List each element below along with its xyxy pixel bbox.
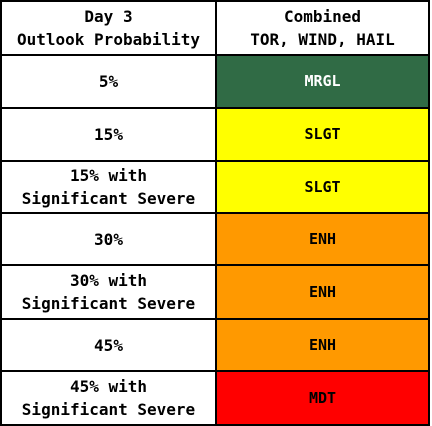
table-row: 45% ENH: [0, 318, 430, 372]
category-label: SLGT: [304, 125, 341, 143]
probability-label: 45% with: [69, 377, 148, 396]
category-cell: SLGT: [215, 160, 430, 214]
probability-cell: 5%: [0, 54, 217, 109]
table-header-row: Day 3 Outlook Probability Combined TOR, …: [0, 0, 430, 56]
category-cell: MDT: [215, 370, 430, 426]
table-row: 30% with Significant Severe ENH: [0, 264, 430, 320]
probability-cell: 45%: [0, 318, 217, 372]
category-cell: ENH: [215, 318, 430, 372]
probability-qualifier: Significant Severe: [21, 189, 196, 208]
probability-cell: 30%: [0, 212, 217, 266]
probability-label: 15% with: [69, 166, 148, 185]
probability-label: 30% with: [69, 271, 148, 290]
category-label: ENH: [308, 229, 337, 248]
probability-cell: 15%: [0, 107, 217, 162]
category-label: SLGT: [304, 177, 341, 196]
header-category-line2: TOR, WIND, HAIL: [250, 30, 395, 49]
probability-label: 15%: [94, 125, 123, 144]
category-label: MRGL: [304, 72, 341, 90]
probability-label: 45%: [94, 335, 123, 355]
table-row: 30% ENH: [0, 212, 430, 266]
probability-cell: 45% with Significant Severe: [0, 370, 217, 426]
probability-label: 5%: [98, 72, 119, 91]
probability-cell: 15% with Significant Severe: [0, 160, 217, 214]
category-label: ENH: [308, 282, 337, 301]
probability-cell: 30% with Significant Severe: [0, 264, 217, 320]
header-probability: Day 3 Outlook Probability: [0, 0, 217, 56]
table-row: 45% with Significant Severe MDT: [0, 370, 430, 426]
table-row: 5% MRGL: [0, 54, 430, 109]
table-row: 15% with Significant Severe SLGT: [0, 160, 430, 214]
probability-qualifier: Significant Severe: [21, 294, 196, 313]
table-row: 15% SLGT: [0, 107, 430, 162]
probability-label: 30%: [94, 229, 123, 249]
category-label: ENH: [308, 335, 337, 354]
category-cell: ENH: [215, 264, 430, 320]
category-cell: SLGT: [215, 107, 430, 162]
header-probability-line1: Day 3: [84, 7, 133, 26]
category-cell: ENH: [215, 212, 430, 266]
header-category: Combined TOR, WIND, HAIL: [215, 0, 430, 56]
category-label: MDT: [308, 388, 337, 407]
category-cell: MRGL: [215, 54, 430, 109]
probability-qualifier: Significant Severe: [21, 400, 196, 419]
header-category-line1: Combined: [283, 7, 362, 26]
header-probability-line2: Outlook Probability: [16, 30, 201, 49]
